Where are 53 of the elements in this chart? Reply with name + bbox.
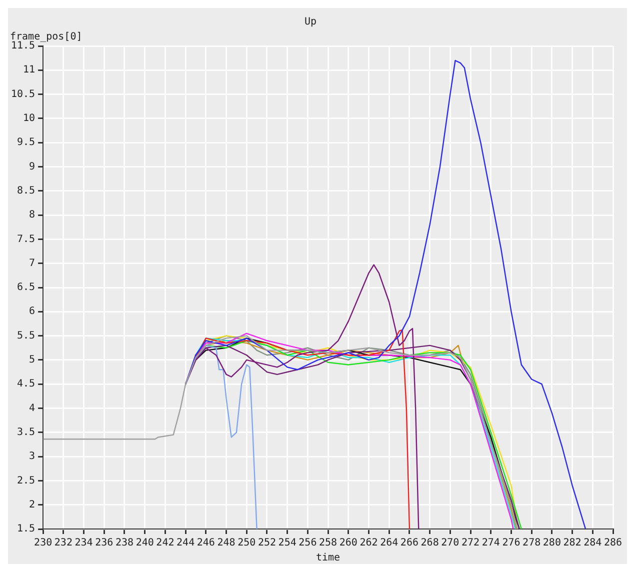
x-tick-label: 260 bbox=[339, 538, 358, 549]
x-tick-label: 238 bbox=[115, 538, 134, 549]
x-tick-label: 252 bbox=[258, 538, 276, 549]
y-tick-label: 3.5 bbox=[17, 426, 36, 438]
y-tick-label: 5 bbox=[29, 354, 36, 366]
x-tick-label: 276 bbox=[502, 538, 520, 549]
chart-title: Up bbox=[304, 16, 317, 28]
y-tick-label: 2 bbox=[29, 499, 36, 510]
y-tick-label: 1.5 bbox=[17, 524, 36, 535]
y-axis-title: frame_pos[0] bbox=[10, 32, 82, 43]
y-tick-label: 9.5 bbox=[17, 137, 36, 148]
y-tick-label: 7.5 bbox=[17, 234, 36, 245]
y-tick-label: 8 bbox=[29, 210, 36, 221]
y-tick-label: 9 bbox=[29, 161, 36, 172]
x-tick-label: 270 bbox=[441, 538, 460, 549]
x-tick-label: 244 bbox=[176, 538, 195, 549]
x-tick-label: 246 bbox=[196, 538, 215, 549]
x-axis-title: time bbox=[316, 552, 340, 564]
y-tick-label: 2.5 bbox=[17, 475, 36, 486]
x-tick-label: 256 bbox=[298, 538, 317, 549]
y-tick-label: 10 bbox=[23, 113, 36, 124]
y-tick-label: 10.5 bbox=[10, 88, 36, 100]
x-tick-label: 234 bbox=[74, 538, 93, 549]
y-tick-label: 4.5 bbox=[17, 378, 36, 390]
y-tick-label: 7 bbox=[29, 258, 36, 269]
y-tick-label: 8.5 bbox=[17, 185, 36, 196]
x-tick-label: 254 bbox=[278, 538, 296, 549]
x-tick-label: 258 bbox=[319, 538, 338, 549]
y-tick-label: 3 bbox=[29, 451, 36, 462]
x-tick-label: 232 bbox=[54, 538, 72, 549]
x-tick-label: 240 bbox=[136, 538, 154, 549]
x-tick-label: 280 bbox=[542, 538, 561, 549]
x-tick-label: 284 bbox=[584, 538, 602, 549]
x-tick-label: 278 bbox=[522, 538, 541, 549]
x-tick-label: 230 bbox=[34, 538, 52, 549]
y-tick-label: 5.5 bbox=[17, 330, 36, 342]
y-tick-label: 11.5 bbox=[10, 40, 36, 52]
x-tick-label: 266 bbox=[400, 538, 418, 549]
x-tick-label: 250 bbox=[238, 538, 256, 549]
x-tick-label: 282 bbox=[563, 538, 582, 549]
y-tick-label: 6.5 bbox=[17, 282, 36, 294]
x-tick-label: 242 bbox=[156, 538, 174, 549]
y-tick-label: 11 bbox=[23, 64, 36, 76]
y-tick-label: 4 bbox=[29, 402, 36, 414]
x-tick-label: 274 bbox=[482, 538, 500, 549]
x-tick-label: 236 bbox=[95, 538, 114, 549]
x-tick-label: 272 bbox=[461, 538, 480, 549]
y-tick-label: 6 bbox=[29, 306, 36, 318]
x-tick-label: 248 bbox=[217, 538, 236, 549]
x-tick-label: 262 bbox=[360, 538, 378, 549]
x-tick-label: 268 bbox=[420, 538, 439, 549]
x-tick-label: 286 bbox=[604, 538, 622, 549]
x-tick-label: 264 bbox=[380, 538, 398, 549]
